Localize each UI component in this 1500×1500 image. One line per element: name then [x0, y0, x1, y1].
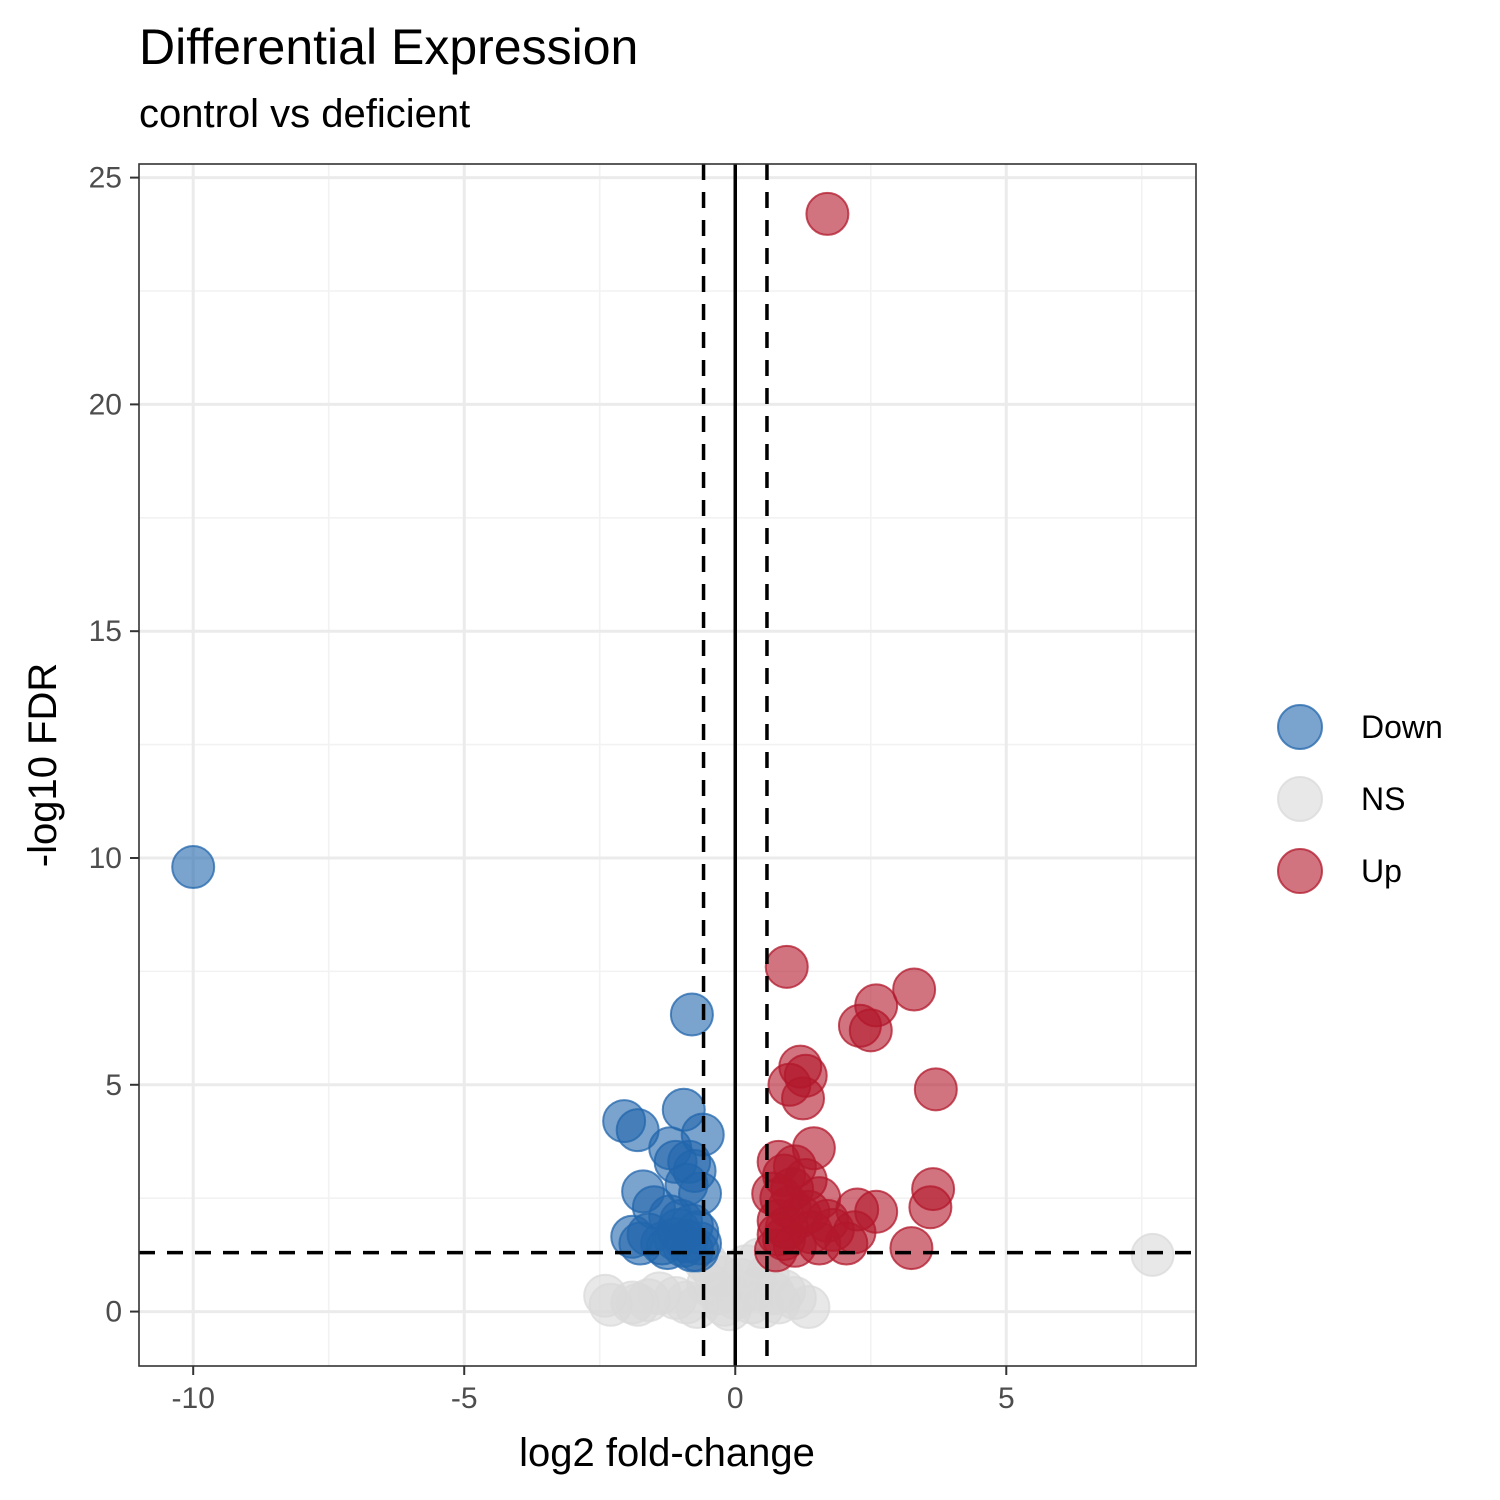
- point-ns: [786, 1285, 831, 1330]
- chart-title: Differential Expression: [139, 19, 639, 75]
- legend-label-down: Down: [1361, 709, 1443, 745]
- panel-border: [138, 163, 1197, 1367]
- point-down: [171, 845, 216, 890]
- point-up: [805, 191, 850, 236]
- point-up: [913, 1067, 958, 1112]
- points-layer: [171, 191, 1175, 1332]
- legend-label-up: Up: [1361, 853, 1402, 889]
- legend-key-ns: [1277, 776, 1323, 822]
- y-tick-label: 20: [89, 388, 122, 421]
- axes-layer: -10 -5 0 5 0 5 10 15 20 25: [89, 162, 1015, 1415]
- chart-subtitle: control vs deficient: [139, 92, 471, 136]
- point-up: [889, 1226, 934, 1271]
- y-tick-label: 10: [89, 842, 122, 875]
- point-up: [781, 1076, 826, 1121]
- point-up: [764, 944, 809, 989]
- y-tick-label: 25: [89, 162, 122, 195]
- point-up: [908, 1185, 953, 1230]
- point-up: [848, 1008, 893, 1053]
- legend-key-up: [1277, 848, 1323, 894]
- x-tick-label: -5: [451, 1382, 478, 1415]
- point-ns: [1130, 1232, 1175, 1277]
- x-tick-label: -10: [172, 1382, 215, 1415]
- point-up: [756, 1212, 801, 1257]
- x-axis-title: log2 fold-change: [519, 1431, 815, 1475]
- point-up: [770, 1167, 815, 1212]
- legend: Down NS Up: [1277, 704, 1443, 894]
- y-tick-label: 15: [89, 615, 122, 648]
- point-down: [669, 992, 714, 1037]
- point-up: [892, 967, 937, 1012]
- x-tick-label: 0: [727, 1382, 744, 1415]
- y-tick-label: 0: [105, 1296, 122, 1329]
- y-tick-label: 5: [105, 1069, 122, 1102]
- x-tick-label: 5: [998, 1382, 1015, 1415]
- threshold-lines: [139, 164, 1196, 1366]
- legend-key-down: [1277, 704, 1323, 750]
- y-axis-title: -log10 FDR: [21, 663, 65, 868]
- legend-label-ns: NS: [1361, 781, 1405, 817]
- point-down: [664, 1219, 709, 1264]
